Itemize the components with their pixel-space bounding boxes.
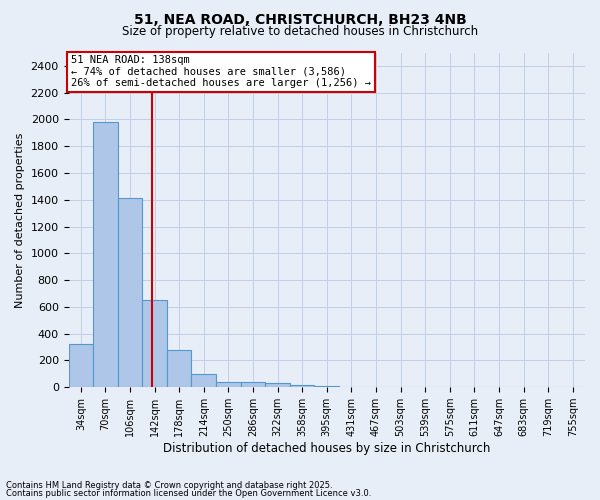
Text: Size of property relative to detached houses in Christchurch: Size of property relative to detached ho… xyxy=(122,25,478,38)
Bar xyxy=(290,385,314,387)
Bar xyxy=(339,386,364,387)
Y-axis label: Number of detached properties: Number of detached properties xyxy=(15,132,25,308)
Text: Contains public sector information licensed under the Open Government Licence v3: Contains public sector information licen… xyxy=(6,488,371,498)
Bar xyxy=(93,122,118,387)
Bar xyxy=(364,386,388,387)
X-axis label: Distribution of detached houses by size in Christchurch: Distribution of detached houses by size … xyxy=(163,442,490,455)
Bar xyxy=(265,384,290,387)
Bar xyxy=(191,374,216,387)
Bar xyxy=(241,382,265,387)
Bar xyxy=(167,350,191,387)
Text: 51 NEA ROAD: 138sqm
← 74% of detached houses are smaller (3,586)
26% of semi-det: 51 NEA ROAD: 138sqm ← 74% of detached ho… xyxy=(71,55,371,88)
Bar xyxy=(216,382,241,387)
Text: Contains HM Land Registry data © Crown copyright and database right 2025.: Contains HM Land Registry data © Crown c… xyxy=(6,481,332,490)
Bar xyxy=(314,386,339,387)
Text: 51, NEA ROAD, CHRISTCHURCH, BH23 4NB: 51, NEA ROAD, CHRISTCHURCH, BH23 4NB xyxy=(134,12,466,26)
Bar xyxy=(68,344,93,387)
Bar xyxy=(118,198,142,387)
Bar xyxy=(142,300,167,387)
